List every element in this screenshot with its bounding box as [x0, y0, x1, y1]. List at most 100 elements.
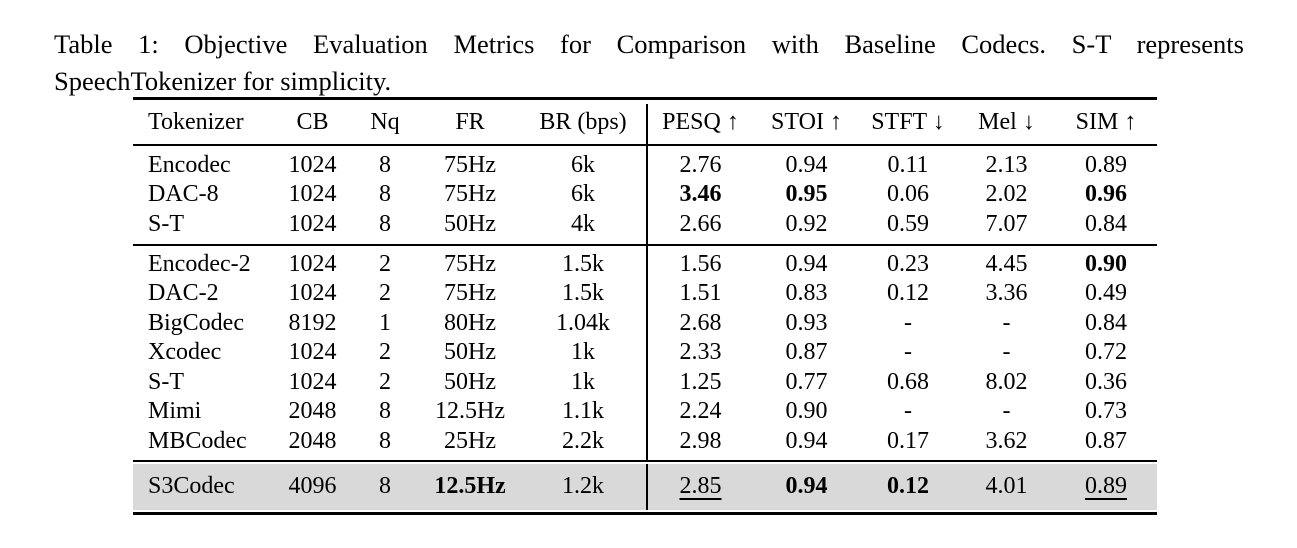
- table-cell: 2.85: [679, 473, 722, 499]
- column-header-mel: Mel ↓: [978, 108, 1035, 135]
- table-cell: 2: [379, 368, 391, 395]
- table-cell: 0.90: [1085, 250, 1127, 277]
- column-header-pesq: PESQ ↑: [662, 108, 739, 135]
- table-caption: Table 1: Objective Evaluation Metrics fo…: [54, 26, 1244, 100]
- table-cell: MBCodec: [148, 427, 247, 454]
- table-cell: 25Hz: [444, 427, 496, 454]
- table-cell: 0.49: [1085, 280, 1127, 307]
- table-cell: 2: [379, 250, 391, 277]
- column-header-fr: FR: [455, 108, 485, 135]
- table-cell: 0.77: [785, 368, 828, 395]
- table-cell: 1024: [288, 151, 337, 178]
- table-cell: 8192: [288, 309, 337, 336]
- table-cell: 1.2k: [562, 473, 604, 499]
- table-cell: 75Hz: [444, 280, 496, 307]
- table-cell: 1k: [571, 339, 595, 366]
- table-cell: 2048: [288, 427, 337, 454]
- table-row: BigCodec 8192 1 80Hz 1.04k 2.68 0.93 - - 0.84: [133, 309, 1157, 339]
- group-rule: [133, 460, 1157, 462]
- table-cell: -: [1002, 339, 1011, 366]
- table-cell: 1.5k: [562, 250, 604, 277]
- table-cell: 2: [379, 339, 391, 366]
- table-row: Mimi 2048 8 12.5Hz 1.1k 2.24 0.90 - - 0.73: [133, 397, 1157, 427]
- table-cell: DAC-2: [148, 280, 219, 307]
- table-cell: S-T: [148, 210, 184, 237]
- table-cell: 1.56: [679, 250, 722, 277]
- table-cell: 1024: [288, 250, 337, 277]
- table-cell: 2.33: [679, 339, 722, 366]
- table-cell: 80Hz: [444, 309, 496, 336]
- table-cell: 0.94: [785, 151, 828, 178]
- group-rule: [133, 244, 1157, 246]
- table-cell: 1.04k: [556, 309, 610, 336]
- table-cell: BigCodec: [148, 309, 244, 336]
- table-cell: 4096: [288, 473, 337, 499]
- table-cell: 0.90: [785, 398, 828, 425]
- table-cell: 0.93: [785, 309, 828, 336]
- table-cell: 0.73: [1085, 398, 1127, 425]
- results-table: Tokenizer CB Nq FR BR (bps) PESQ ↑ STOI …: [133, 97, 1157, 515]
- table-cell: 0.89: [1085, 151, 1127, 178]
- table-cell: -: [904, 309, 912, 336]
- table-cell: 4.45: [985, 250, 1028, 277]
- vertical-divider: [646, 104, 648, 144]
- table-cell: -: [904, 339, 912, 366]
- table-cell: 2.76: [679, 151, 722, 178]
- column-header-tokenizer: Tokenizer: [148, 108, 244, 135]
- table-cell: 1024: [288, 368, 337, 395]
- table-cell: 0.23: [887, 250, 929, 277]
- table-cell: 50Hz: [444, 210, 496, 237]
- table-row: S-T 1024 2 50Hz 1k 1.25 0.77 0.68 8.02 0.36: [133, 368, 1157, 398]
- column-header-stoi: STOI ↑: [771, 108, 842, 135]
- table-cell: 1024: [288, 210, 337, 237]
- table-cell: 2.66: [679, 210, 722, 237]
- table-cell: Encodec-2: [148, 250, 251, 277]
- table-cell: 7.07: [985, 210, 1028, 237]
- table-cell: 8.02: [985, 368, 1028, 395]
- table-cell: 75Hz: [444, 250, 496, 277]
- table-cell: 8: [379, 210, 391, 237]
- table-cell: 0.72: [1085, 339, 1127, 366]
- table-cell: 1024: [288, 339, 337, 366]
- table-cell: Encodec: [148, 151, 231, 178]
- table-cell: 1: [379, 309, 391, 336]
- column-header-cb: CB: [296, 108, 329, 135]
- table-cell: 0.59: [887, 210, 929, 237]
- table-cell: 6k: [571, 151, 595, 178]
- table-cell: 0.68: [887, 368, 929, 395]
- table-cell: 2048: [288, 398, 337, 425]
- table-cell: 8: [379, 151, 391, 178]
- header-rule: [133, 144, 1157, 146]
- table-row: Encodec 1024 8 75Hz 6k 2.76 0.94 0.11 2.13 0.89: [133, 151, 1157, 181]
- table-cell: 3.36: [985, 280, 1028, 307]
- table-cell: 12.5Hz: [435, 398, 505, 425]
- table-cell: 0.11: [887, 151, 929, 178]
- table-cell: 0.17: [887, 427, 929, 454]
- table-cell: S3Codec: [148, 473, 235, 499]
- table-row: DAC-8 1024 8 75Hz 6k 3.46 0.95 0.06 2.02 0.96: [133, 180, 1157, 210]
- table-cell: 1024: [288, 280, 337, 307]
- bottom-rule: [133, 511, 1157, 515]
- table-cell: 6k: [571, 181, 595, 208]
- table-cell: 1.51: [679, 280, 722, 307]
- table-cell: 0.96: [1085, 181, 1127, 208]
- table-cell: 2.68: [679, 309, 722, 336]
- table-cell: -: [1002, 309, 1011, 336]
- table-cell: 0.94: [785, 427, 828, 454]
- vertical-divider: [646, 145, 648, 244]
- column-header-nq: Nq: [370, 108, 400, 135]
- table-row: S-T 1024 8 50Hz 4k 2.66 0.92 0.59 7.07 0.84: [133, 210, 1157, 240]
- table-cell: 4.01: [985, 473, 1028, 499]
- table-cell: 2.2k: [562, 427, 604, 454]
- table-cell: -: [904, 398, 912, 425]
- table-cell: -: [1002, 398, 1011, 425]
- table-cell: 8: [379, 181, 391, 208]
- table-cell: 2.24: [679, 398, 722, 425]
- table-cell: 0.36: [1085, 368, 1127, 395]
- table-cell: 0.84: [1085, 210, 1127, 237]
- highlight-row: S3Codec 4096 8 12.5Hz 1.2k 2.85 0.94 0.12 4.01 0.…: [133, 464, 1157, 510]
- table-cell: 1024: [288, 181, 337, 208]
- table-group-baselines-low-bitrate: Encodec-2 1024 2 75Hz 1.5k 1.56 0.94 0.23 4.45 0.…: [133, 245, 1157, 460]
- table-cell: 75Hz: [444, 151, 496, 178]
- table-cell: 0.83: [785, 280, 828, 307]
